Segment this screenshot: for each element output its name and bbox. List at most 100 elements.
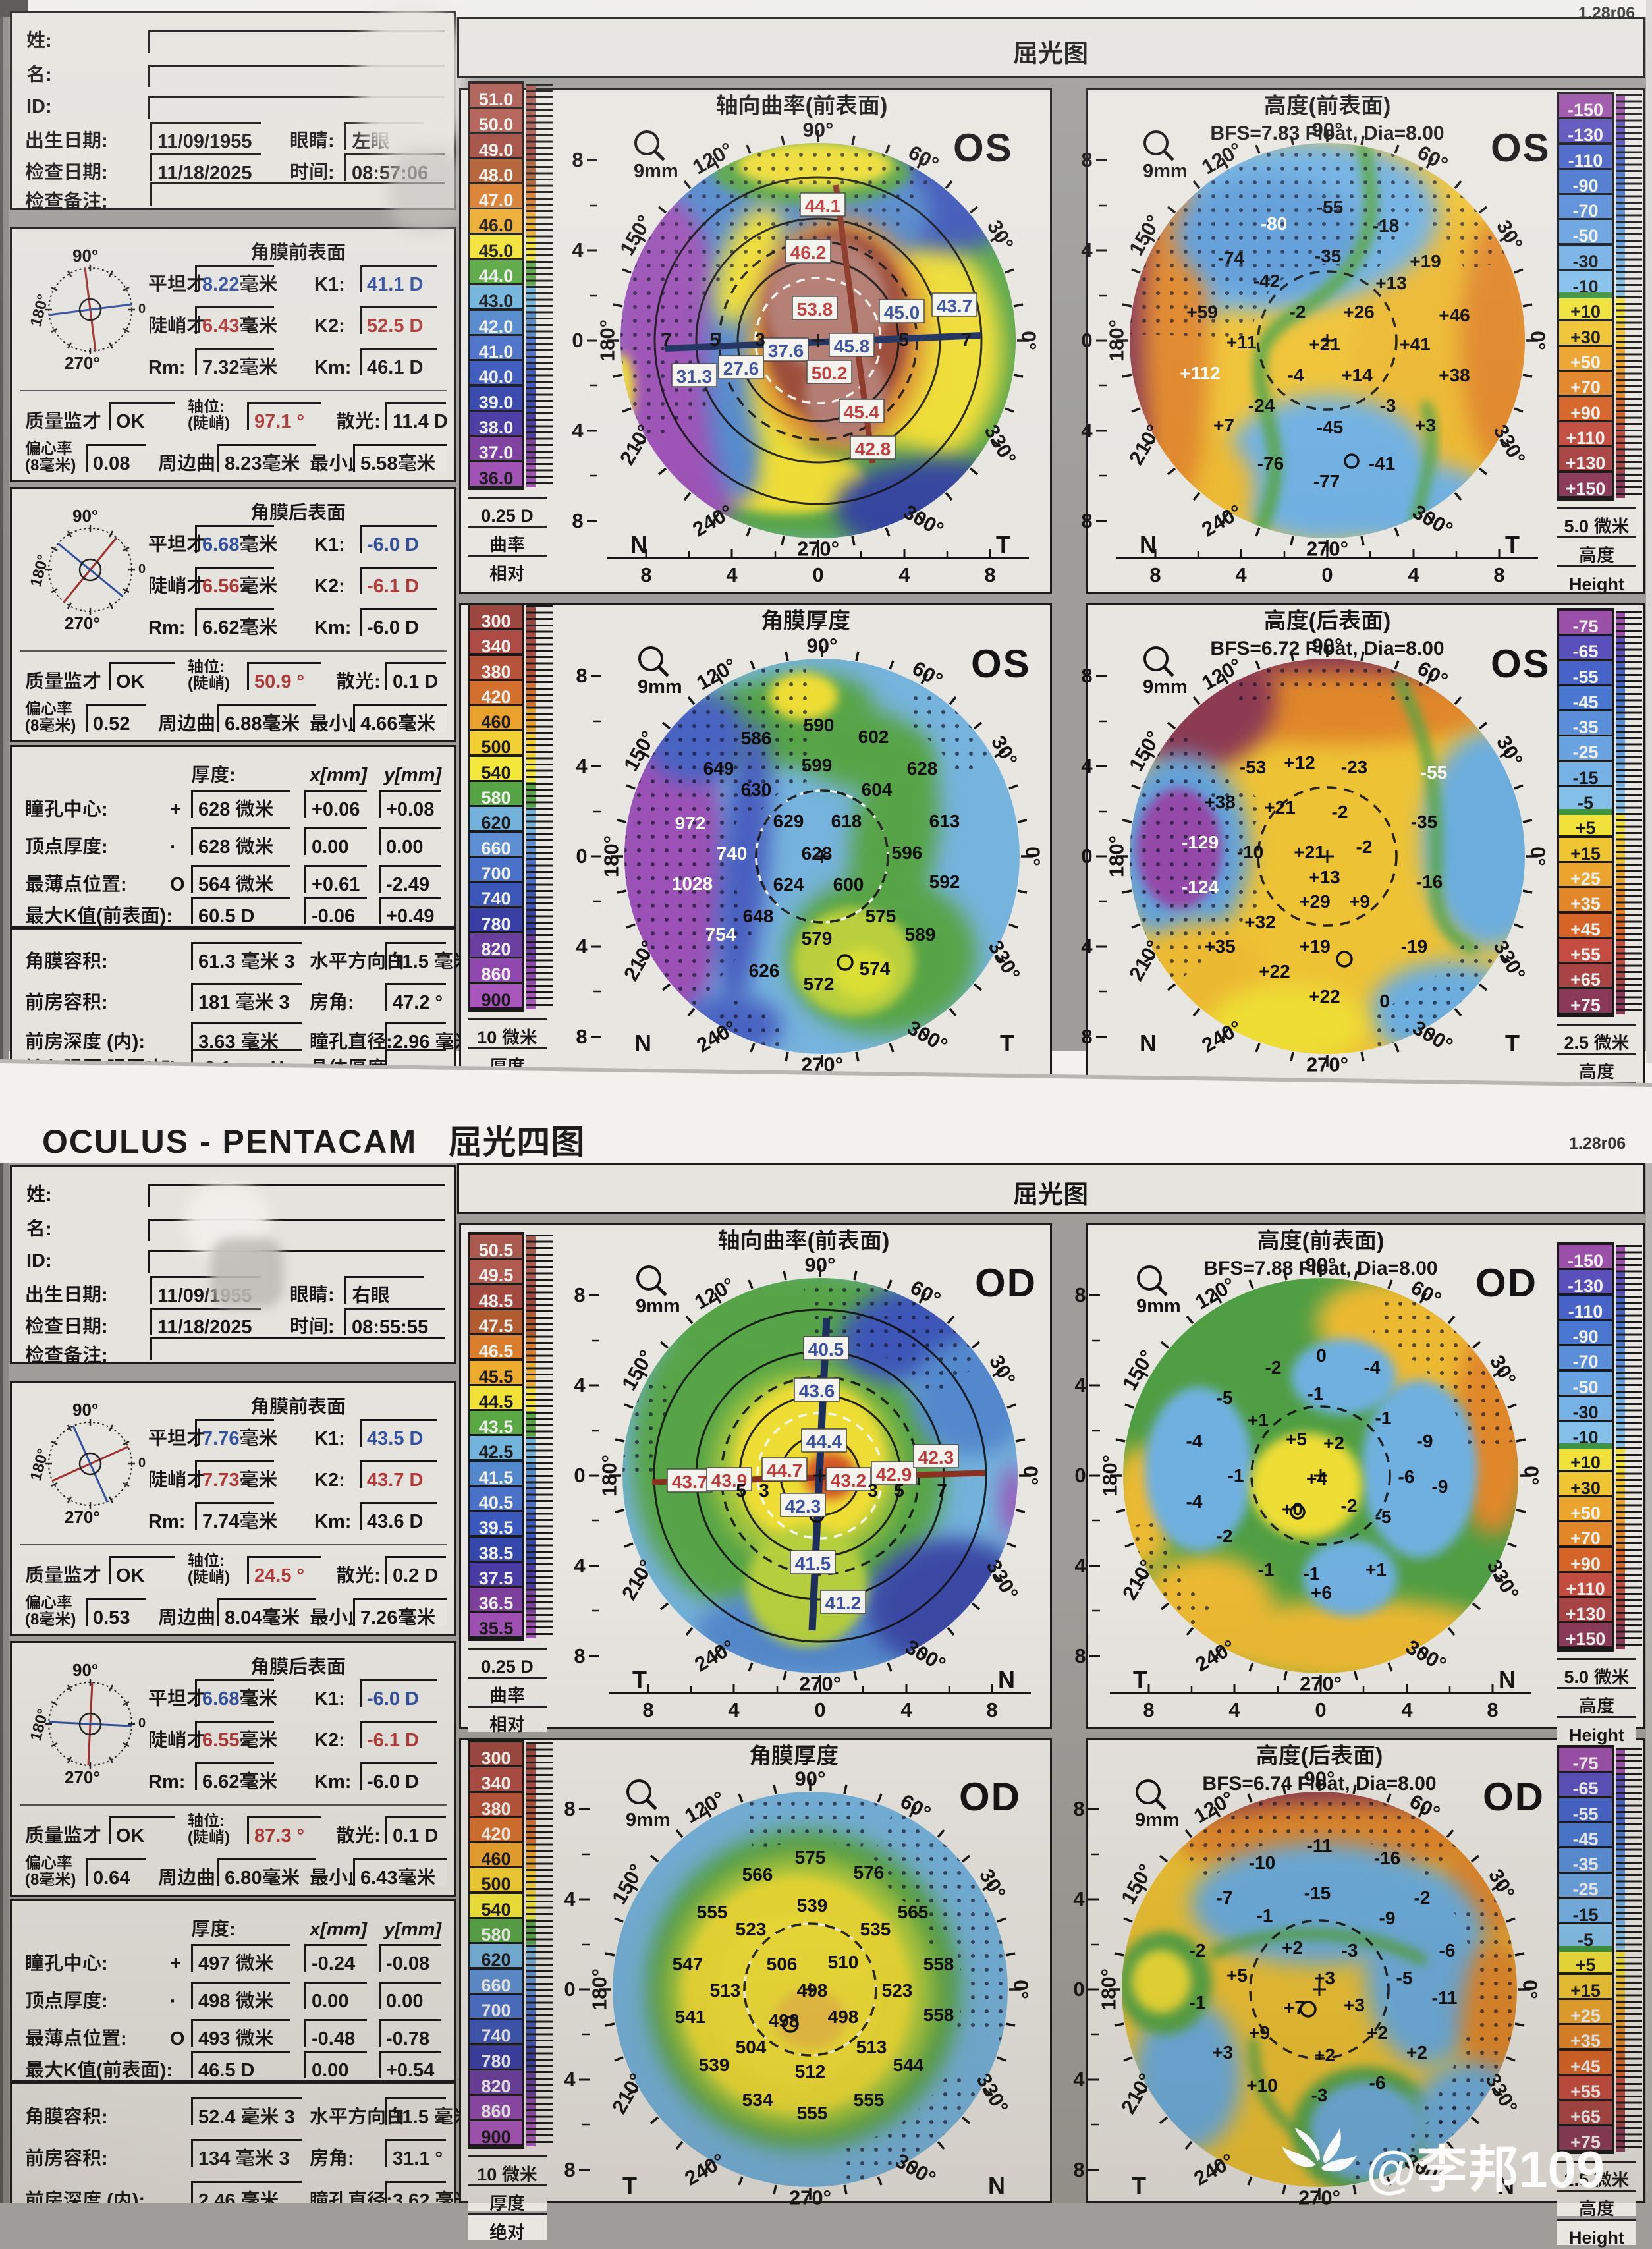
svg-text:41.5: 41.5 [795, 1549, 831, 1576]
svg-text:-45: -45 [1317, 413, 1343, 439]
svg-text:4: 4 [574, 1368, 586, 1398]
svg-text:-10: -10 [1237, 838, 1263, 864]
svg-text:7: 7 [661, 325, 672, 352]
svg-text:574: 574 [860, 955, 891, 981]
svg-text:8: 8 [642, 1693, 653, 1723]
svg-text:+3: +3 [1415, 411, 1436, 437]
svg-text:-3: -3 [1380, 391, 1396, 418]
svg-text:4: 4 [574, 1549, 586, 1578]
svg-text:-6: -6 [1439, 1936, 1456, 1962]
svg-text:43.2: 43.2 [831, 1466, 867, 1493]
svg-text:270°: 270° [65, 1764, 100, 1789]
svg-text:+19: +19 [1410, 247, 1441, 273]
svg-text:90°: 90° [795, 1762, 826, 1791]
svg-text:41.2: 41.2 [825, 1589, 862, 1615]
svg-text:90°: 90° [1304, 1762, 1335, 1791]
svg-text:-55: -55 [1421, 758, 1447, 785]
svg-text:498: 498 [769, 2007, 800, 2033]
svg-text:613: 613 [929, 807, 960, 833]
svg-text:+4: +4 [1306, 1464, 1327, 1491]
svg-text:8: 8 [986, 1693, 997, 1723]
svg-text:498: 498 [797, 1976, 828, 2003]
svg-text:628: 628 [802, 839, 833, 866]
svg-text:-2: -2 [1414, 1883, 1431, 1910]
svg-text:4: 4 [1081, 749, 1093, 779]
svg-text:7: 7 [961, 325, 972, 352]
svg-text:+10: +10 [1246, 2071, 1278, 2097]
svg-text:4: 4 [1081, 930, 1093, 959]
svg-text:-11: -11 [1307, 1831, 1333, 1858]
svg-text:42.3: 42.3 [918, 1443, 954, 1470]
svg-text:0°: 0° [1526, 847, 1555, 866]
svg-text:N: N [634, 1024, 651, 1059]
svg-text:8: 8 [640, 558, 651, 588]
svg-text:4: 4 [576, 930, 588, 959]
svg-text:544: 544 [893, 2051, 924, 2077]
svg-text:0: 0 [572, 323, 583, 353]
svg-text:523: 523 [882, 1976, 913, 2003]
svg-text:596: 596 [892, 839, 923, 865]
svg-text:OS: OS [953, 116, 1013, 173]
svg-text:-77: -77 [1313, 467, 1340, 493]
svg-text:270°: 270° [65, 350, 100, 374]
svg-text:630: 630 [741, 775, 772, 802]
svg-text:+9: +9 [1249, 2018, 1270, 2045]
svg-text:3: 3 [755, 325, 765, 352]
svg-text:-1: -1 [1258, 1555, 1275, 1582]
svg-text:44.7: 44.7 [767, 1457, 803, 1483]
svg-text:N: N [1499, 1661, 1516, 1695]
svg-text:9mm: 9mm [634, 155, 678, 183]
svg-text:0: 0 [1379, 987, 1390, 1013]
svg-text:-10: -10 [1249, 1848, 1275, 1875]
svg-text:-4: -4 [1364, 1353, 1381, 1379]
svg-text:-9: -9 [1417, 1427, 1433, 1453]
svg-text:0°: 0° [1519, 1466, 1549, 1485]
svg-text:90°: 90° [72, 503, 98, 527]
svg-text:740: 740 [717, 839, 748, 866]
svg-text:90°: 90° [72, 1657, 98, 1681]
svg-text:8: 8 [576, 659, 587, 688]
svg-text:N: N [998, 1661, 1015, 1695]
svg-text:-4: -4 [1186, 1427, 1203, 1453]
svg-text:4: 4 [1401, 1693, 1413, 1723]
svg-text:46.2: 46.2 [790, 238, 827, 265]
svg-text:43.6: 43.6 [799, 1377, 835, 1403]
svg-text:4: 4 [898, 558, 910, 588]
svg-text:OD: OD [975, 1251, 1037, 1308]
svg-text:42.3: 42.3 [785, 1492, 821, 1518]
svg-text:45.0: 45.0 [884, 298, 920, 325]
svg-text:0: 0 [1081, 839, 1092, 869]
svg-text:523: 523 [736, 1915, 767, 1941]
svg-text:0: 0 [812, 558, 823, 588]
svg-text:-5: -5 [1375, 1503, 1392, 1529]
svg-text:+21: +21 [1264, 793, 1296, 819]
svg-text:5: 5 [898, 325, 909, 352]
svg-text:4: 4 [1074, 1368, 1086, 1398]
svg-text:624: 624 [773, 870, 804, 897]
svg-text:-4: -4 [1288, 361, 1304, 387]
svg-text:N: N [1140, 1024, 1157, 1059]
svg-text:5: 5 [736, 1476, 746, 1503]
svg-text:0: 0 [1081, 323, 1092, 353]
svg-text:N: N [1497, 2167, 1514, 2201]
svg-text:8: 8 [1073, 1792, 1084, 1821]
svg-text:+22: +22 [1259, 957, 1290, 984]
svg-text:90°: 90° [805, 1248, 836, 1277]
svg-text:+3: +3 [1212, 2038, 1233, 2065]
svg-text:90°: 90° [803, 113, 834, 142]
svg-text:541: 541 [675, 2003, 706, 2029]
svg-text:513: 513 [710, 1976, 741, 2003]
svg-text:1028: 1028 [672, 870, 713, 896]
svg-text:-16: -16 [1416, 868, 1443, 894]
svg-text:-9: -9 [1379, 1904, 1396, 1930]
svg-text:8: 8 [1143, 1693, 1154, 1723]
svg-text:T: T [1132, 2167, 1146, 2201]
svg-text:T: T [1133, 1661, 1147, 1695]
svg-text:45.4: 45.4 [844, 398, 880, 424]
svg-text:9mm: 9mm [1143, 155, 1188, 183]
svg-text:-16: -16 [1374, 1844, 1400, 1870]
svg-text:539: 539 [699, 2051, 730, 2077]
svg-text:558: 558 [923, 1950, 954, 1976]
svg-text:0: 0 [138, 558, 146, 577]
svg-text:0°: 0° [1018, 1466, 1048, 1485]
